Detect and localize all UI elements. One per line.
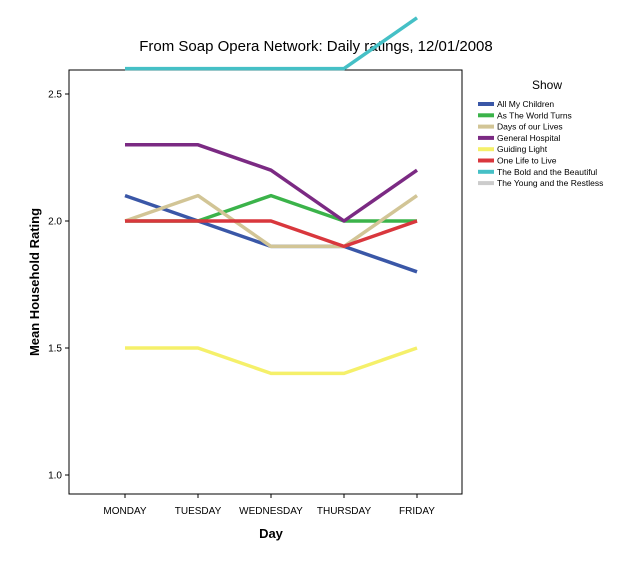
legend-swatch bbox=[478, 181, 494, 186]
chart-title: From Soap Opera Network: Daily ratings, … bbox=[139, 38, 493, 55]
y-tick-label: 2.5 bbox=[48, 90, 62, 101]
y-axis: 1.01.52.02.53.03.54.0 bbox=[48, 90, 69, 482]
legend-label: The Bold and the Beautiful bbox=[497, 167, 597, 177]
legend-label: As The World Turns bbox=[497, 110, 572, 120]
plot-area-frame bbox=[68, 69, 463, 495]
legend-label: All My Children bbox=[497, 99, 554, 109]
x-axis: MONDAY TUESDAY WEDNESDAY THURSDAY FRIDAY bbox=[103, 494, 435, 517]
x-tick-label: FRIDAY bbox=[399, 506, 435, 517]
x-tick-label: THURSDAY bbox=[317, 506, 372, 517]
legend-swatch bbox=[478, 124, 494, 129]
x-tick-label: TUESDAY bbox=[175, 506, 222, 517]
legend-label: One Life to Live bbox=[497, 156, 557, 166]
legend-label: Guiding Light bbox=[497, 144, 548, 154]
y-axis-title: Mean Household Rating bbox=[27, 208, 42, 356]
legend-swatch bbox=[478, 158, 494, 163]
y-tick-label: 2.0 bbox=[48, 217, 62, 228]
legend-label: General Hospital bbox=[497, 133, 560, 143]
x-axis-title: Day bbox=[259, 526, 284, 541]
legend-swatch bbox=[478, 102, 494, 106]
series-line bbox=[125, 219, 418, 249]
series-line bbox=[125, 16, 418, 71]
legend-swatch bbox=[478, 135, 494, 140]
x-tick-label: WEDNESDAY bbox=[239, 506, 303, 517]
series-lines bbox=[124, 16, 418, 376]
legend-swatch bbox=[478, 113, 494, 118]
y-tick-label: 1.0 bbox=[48, 471, 62, 482]
series-line bbox=[125, 143, 418, 223]
y-tick-label: 1.5 bbox=[48, 344, 62, 355]
series-line bbox=[125, 346, 418, 376]
legend-title: Show bbox=[532, 78, 562, 92]
x-tick-label: MONDAY bbox=[103, 506, 146, 517]
legend-label: Days of our Lives bbox=[497, 122, 563, 132]
legend-label: The Young and the Restless bbox=[497, 178, 603, 188]
series-line bbox=[124, 193, 418, 249]
legend-swatch bbox=[478, 169, 494, 174]
legend-swatch bbox=[478, 147, 494, 152]
